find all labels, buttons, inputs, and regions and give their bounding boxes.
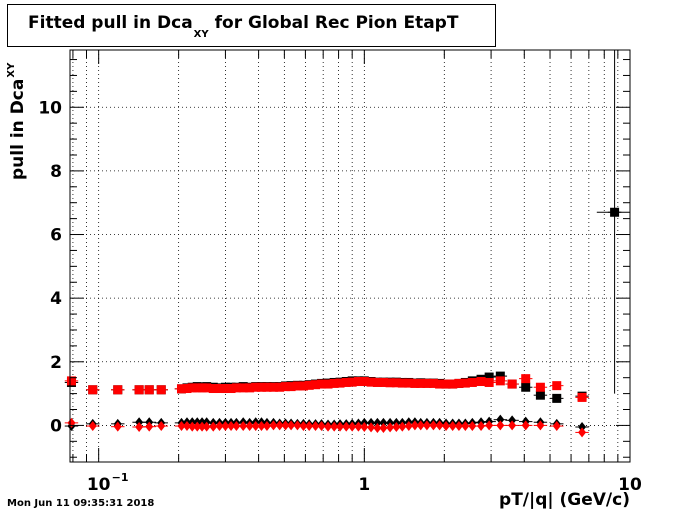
data-point [467,377,477,387]
data-point [577,392,587,402]
title-box: Fitted pull in DcaXY for Global Rec Pion … [7,4,496,47]
series-layer [64,50,630,438]
x-tick-label: 10 [87,475,111,495]
data-point [578,422,587,433]
data-point [578,427,587,438]
x-tick-label: 1 [358,475,370,495]
y-tick-label: 10 [38,98,62,118]
data-point [367,422,376,433]
title-rest: for Global Rec Pion EtapT [214,13,459,33]
data-point [311,380,321,390]
data-point [145,421,154,432]
data-point [304,380,314,390]
y-tick-label: 8 [50,162,62,182]
series-3 [64,417,589,438]
data-point [521,374,531,384]
y-tick-label: 6 [50,226,62,246]
data-point [477,421,486,432]
data-point [468,421,477,432]
data-point [232,421,241,432]
data-point [552,421,561,432]
data-point [335,378,345,388]
data-point [507,379,517,389]
series-0 [64,50,630,403]
data-point [508,415,517,426]
ylabel-main: pull in Dca [8,78,28,180]
data-point [552,381,562,391]
data-point [535,382,545,392]
data-point [156,385,166,395]
data-point [135,422,144,433]
data-point [157,421,166,432]
data-point [485,420,494,431]
title-subscript: XY [193,29,209,40]
data-point [88,421,97,432]
data-point [262,421,271,432]
x-axis-label: pT/|q| (GeV/c) [499,490,630,510]
data-point [231,383,241,393]
data-point [461,421,470,432]
data-point [88,385,98,395]
data-point [144,385,154,395]
y-tick-label: 2 [50,353,62,373]
data-point [226,384,236,394]
data-point [286,382,296,392]
data-point [404,421,413,432]
data-point [448,379,458,389]
data-point [66,376,76,386]
ylabel-subscript: XY [6,62,17,78]
data-point [347,377,357,387]
series-1 [64,374,589,402]
data-point [484,377,494,387]
y-tick-label: 4 [50,289,62,309]
data-point [552,393,562,403]
data-point [359,377,369,387]
data-point [521,420,530,431]
data-point [323,379,333,389]
x-tick-exponent: −1 [112,471,129,484]
data-point [182,421,191,432]
data-point [496,414,505,425]
data-point [495,371,505,381]
data-point [521,382,531,392]
data-point [496,420,505,431]
data-point [113,385,123,395]
grid [70,50,631,462]
data-point [535,390,545,400]
title-main: Fitted pull in Dca [28,13,193,33]
data-point [495,376,505,386]
timestamp: Mon Jun 11 09:35:31 2018 [7,498,155,509]
data-point [476,377,486,387]
data-point [435,420,444,431]
data-point [508,420,517,431]
data-point [460,378,470,388]
data-point [182,384,192,394]
data-point [610,207,620,217]
plot-frame [69,49,631,463]
data-point [134,385,144,395]
data-point [275,382,285,392]
y-tick-label: 0 [50,416,62,436]
data-point [293,420,302,431]
data-point [536,420,545,431]
data-point [398,421,407,432]
data-point [209,421,218,432]
y-axis-label: pull in DcaXY [6,62,28,180]
data-point [317,421,326,432]
data-point [298,381,308,391]
data-point [379,422,388,433]
data-point [245,383,255,393]
data-point [202,383,212,393]
data-point [113,421,122,432]
chart-title: Fitted pull in DcaXY for Global Rec Pion … [28,13,459,40]
data-point [428,378,438,388]
data-point [484,372,494,382]
x-tick-label: 10 [618,475,642,495]
